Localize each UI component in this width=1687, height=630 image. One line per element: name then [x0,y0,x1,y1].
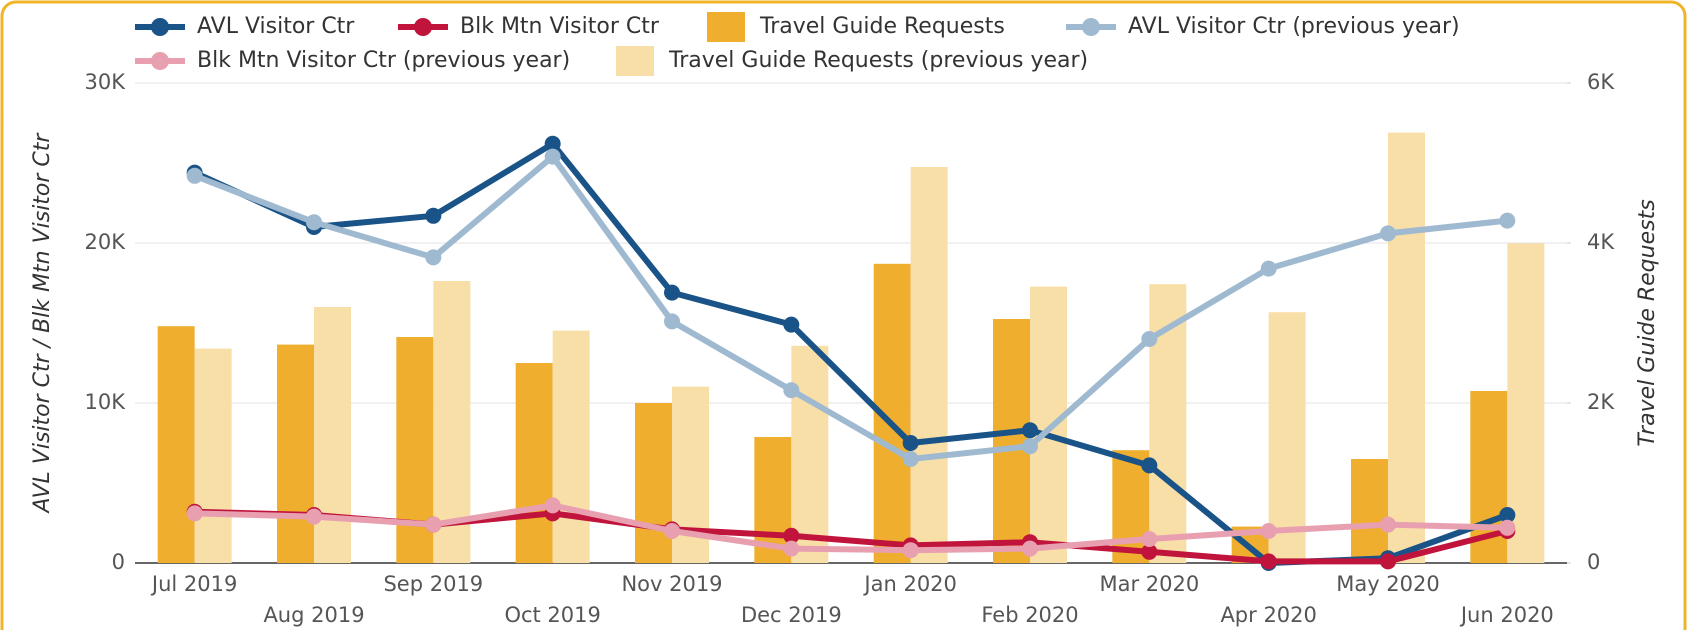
legend-dot [414,18,432,36]
bar [993,319,1030,563]
point [1260,260,1277,277]
point [902,451,919,467]
point [902,542,919,559]
point [1141,543,1158,560]
line [194,502,1508,554]
bar [194,348,232,563]
x-tick-label: Dec 2019 [741,603,842,627]
y2-tick-label: 6K [1587,70,1615,94]
y2-tick-label: 0 [1587,550,1600,574]
legend-swatch [707,12,745,42]
bar [277,344,314,563]
bar [635,403,672,563]
point [186,167,203,184]
point [425,516,442,533]
point [425,249,442,266]
point [306,508,322,525]
point [664,523,680,539]
point [783,382,800,399]
point [1499,519,1516,536]
bar [157,326,195,563]
bar [1388,132,1425,563]
y-tick-label: 30K [85,70,127,94]
point [186,505,203,522]
point [1022,438,1038,455]
x-tick-label: Oct 2019 [504,603,600,627]
point [783,540,800,557]
point [1141,331,1158,347]
x-tick-label: Sep 2019 [383,572,483,596]
bar [1507,243,1545,563]
y2-tick-label: 2K [1587,390,1615,414]
x-tick-label: Apr 2020 [1220,603,1316,627]
point [1499,507,1516,523]
legend-dot [1082,18,1100,36]
point [783,527,800,544]
legend-label: AVL Visitor Ctr [197,14,355,39]
point [1141,457,1158,474]
y-tick-label: 20K [85,230,127,254]
point [544,497,561,514]
point [1380,553,1396,570]
y-tick-label: 10K [85,390,127,414]
y2-tick-label: 4K [1587,230,1615,254]
point [902,435,919,451]
point [425,207,442,224]
x-tick-label: Jan 2020 [862,572,957,596]
point [783,316,800,333]
x-tick-label: Nov 2019 [621,572,722,596]
bar [433,281,471,563]
bar [910,167,948,563]
point [1380,516,1396,533]
y2-axis-title: Travel Guide Requests [1635,199,1660,446]
point [1380,225,1396,242]
point [1141,531,1158,547]
bar [1030,286,1067,563]
legend-label: Travel Guide Requests (previous year) [668,48,1088,73]
point [1022,422,1038,439]
bar [1268,312,1306,563]
point [544,148,561,165]
legend-dot [151,18,169,36]
x-tick-label: Feb 2020 [981,603,1078,627]
point [1260,553,1277,570]
legend-swatch [616,46,654,76]
legend-label: AVL Visitor Ctr (previous year) [1128,14,1460,39]
bar [1351,459,1388,563]
point [1260,523,1277,539]
point [664,284,680,301]
x-tick-label: Jun 2020 [1459,603,1554,627]
legend-dot [151,52,169,70]
x-tick-label: Aug 2019 [263,603,364,627]
x-tick-label: May 2020 [1336,572,1440,596]
bar [515,363,553,563]
legend-label: Blk Mtn Visitor Ctr [460,14,660,39]
point [1022,540,1038,557]
legend-label: Blk Mtn Visitor Ctr (previous year) [197,48,570,73]
point [306,214,322,231]
point [544,135,561,152]
legend-label: Travel Guide Requests [759,14,1005,39]
point [664,313,680,330]
x-tick-label: Mar 2020 [1099,572,1199,596]
bar [552,330,590,563]
y-axis-title: AVL Visitor Ctr / Blk Mtn Visitor Ctr [30,132,55,515]
x-tick-label: Jul 2019 [150,572,237,596]
line [193,153,1508,462]
y-tick-label: 0 [112,550,125,574]
point [1499,212,1516,229]
bar [791,345,829,563]
bar [314,307,351,563]
